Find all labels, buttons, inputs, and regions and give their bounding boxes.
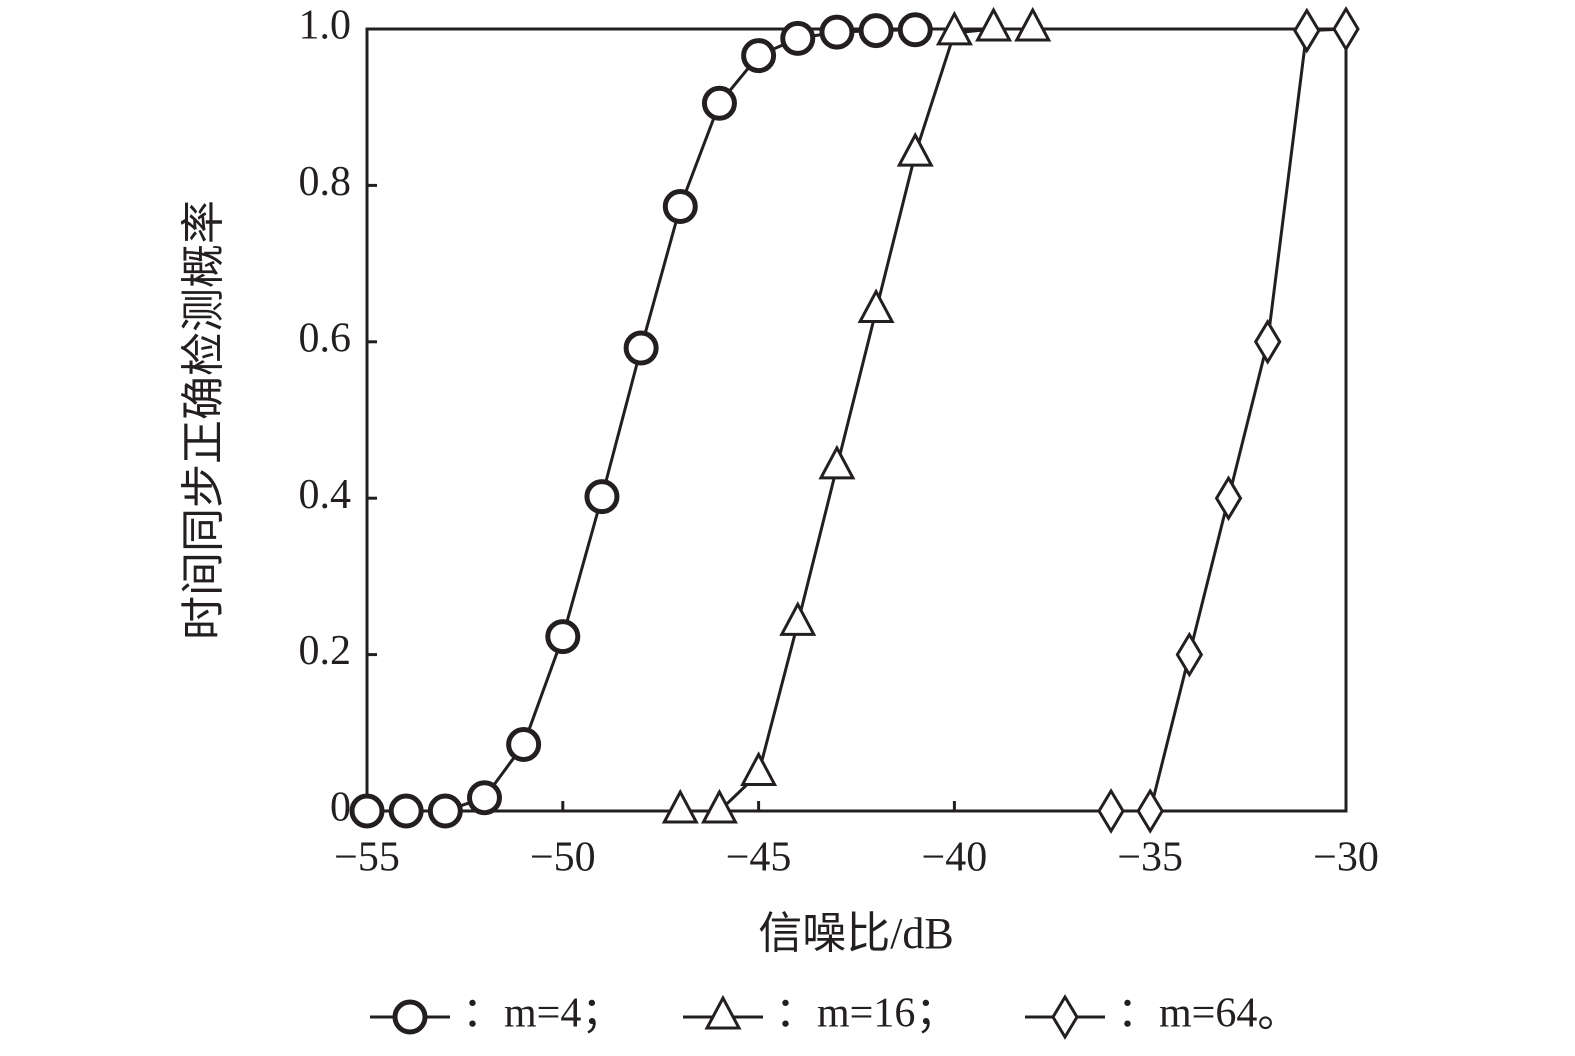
legend-label: ：m=64。	[1117, 991, 1299, 1037]
y-tick-label: 0.4	[299, 472, 352, 518]
marker	[1097, 788, 1125, 834]
y-axis-title: 时间同步正确检测概率	[179, 200, 228, 640]
series-line	[367, 28, 916, 813]
y-tick-label: 0.8	[299, 159, 352, 205]
y-tick-label: 0	[330, 785, 351, 831]
marker	[584, 479, 620, 515]
marker	[700, 788, 738, 824]
series-line	[680, 27, 1033, 813]
marker	[1136, 788, 1164, 834]
x-tick-label: −50	[530, 835, 596, 881]
marker	[975, 6, 1013, 42]
marker	[349, 793, 385, 829]
x-tick-label: −30	[1313, 835, 1379, 881]
marker	[896, 131, 934, 167]
marker	[388, 793, 424, 829]
marker	[858, 13, 894, 49]
x-tick-label: −35	[1117, 835, 1183, 881]
marker	[1214, 475, 1243, 522]
x-axis-title: 信噪比/dB	[758, 909, 954, 958]
marker	[818, 444, 856, 480]
marker	[623, 330, 659, 366]
marker	[1253, 318, 1282, 365]
marker	[1332, 6, 1360, 52]
x-tick-label: −55	[334, 835, 400, 881]
legend-marker	[392, 999, 428, 1035]
marker	[1175, 631, 1204, 678]
marker	[897, 12, 933, 48]
marker	[466, 780, 502, 816]
legend-label: ：m=4；	[462, 991, 623, 1037]
marker	[427, 793, 463, 829]
x-tick-label: −40	[922, 835, 988, 881]
marker	[661, 788, 699, 824]
marker	[741, 38, 777, 74]
marker	[819, 14, 855, 50]
series-line	[1111, 27, 1347, 813]
marker	[701, 85, 737, 121]
marker	[545, 619, 581, 655]
marker	[662, 189, 698, 225]
marker	[506, 727, 542, 763]
marker	[935, 10, 973, 46]
legend-marker	[704, 994, 742, 1030]
legend-label: ：m=16；	[775, 991, 957, 1037]
y-tick-label: 1.0	[299, 3, 352, 49]
y-tick-label: 0.2	[299, 628, 352, 674]
marker	[740, 751, 778, 786]
marker	[779, 601, 817, 636]
marker	[857, 288, 895, 324]
legend-marker	[1051, 994, 1079, 1040]
marker	[1293, 7, 1321, 54]
plot-frame	[365, 27, 1348, 813]
y-tick-label: 0.6	[299, 315, 352, 361]
x-tick-label: −45	[726, 835, 792, 881]
marker	[1014, 6, 1052, 42]
marker	[780, 20, 816, 56]
